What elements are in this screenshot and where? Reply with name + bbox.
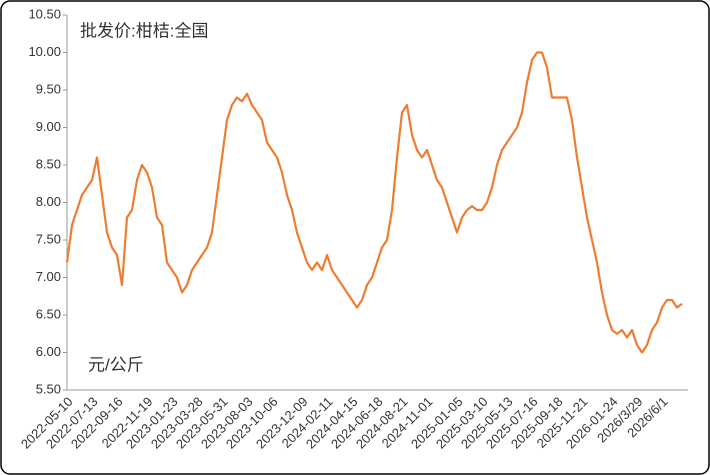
y-tick-label: 6.00	[36, 344, 61, 359]
y-tick-label: 8.00	[36, 194, 61, 209]
series-line	[65, 51, 683, 354]
y-axis-unit: 元/公斤	[88, 355, 144, 374]
y-tick-label: 7.50	[36, 231, 61, 246]
chart-title: 批发价:柑桔:全国	[80, 21, 208, 40]
y-tick-label: 5.50	[36, 381, 61, 396]
y-tick-label: 9.00	[36, 119, 61, 134]
y-tick-label: 10.00	[28, 44, 61, 59]
y-tick-label: 6.50	[36, 306, 61, 321]
y-tick-label: 10.50	[28, 6, 61, 21]
y-tick-label: 9.50	[36, 81, 61, 96]
y-tick-label: 8.50	[36, 156, 61, 171]
y-tick-label: 7.00	[36, 269, 61, 284]
